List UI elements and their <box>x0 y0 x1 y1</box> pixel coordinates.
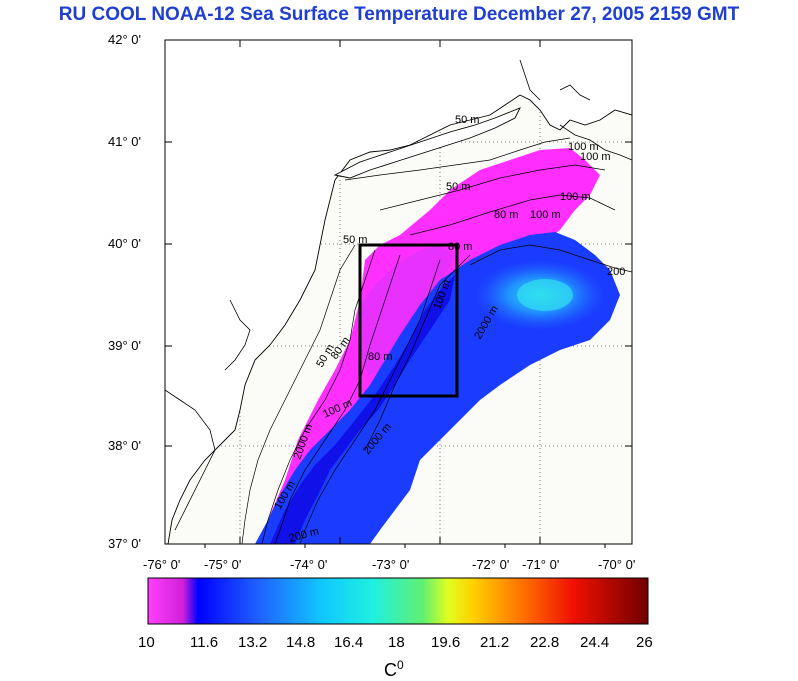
colorbar-tick-label: 18 <box>388 634 405 651</box>
lon-label: -72° 0' <box>472 557 510 572</box>
lon-label: -71° 0' <box>522 557 560 572</box>
colorbar-tick-label: 11.6 <box>190 634 219 651</box>
coastline-detail <box>559 84 591 101</box>
colorbar-tick-label: 13.2 <box>238 634 268 651</box>
colorbar-tick-label: 26 <box>636 634 653 651</box>
colorbar-tick-label: 14.8 <box>286 634 316 651</box>
map-frame <box>164 39 633 545</box>
lat-label: 39° 0' <box>108 338 141 353</box>
long-island <box>333 107 521 179</box>
coastline-detail <box>224 299 251 371</box>
colorbar-tick-label: 16.4 <box>334 634 364 651</box>
map-title: RU COOL NOAA-12 Sea Surface Temperature … <box>58 4 740 25</box>
isobath-label: 50 m <box>343 234 367 246</box>
colorbar-tick-label: 10 <box>138 634 155 651</box>
coastline-detail <box>559 124 632 161</box>
lat-label: 37° 0' <box>108 536 141 551</box>
isobath-label: 50 m <box>446 181 470 193</box>
colorbar-tick-label: 22.8 <box>530 634 560 651</box>
lat-label: 38° 0' <box>108 438 141 453</box>
sst-cold-shelf-water <box>360 245 455 375</box>
isobath-label: 80 m <box>494 209 518 221</box>
lat-label: 42° 0' <box>108 32 141 47</box>
colorbar-tick-label: 24.4 <box>580 634 610 651</box>
axis-ticks <box>165 40 632 548</box>
colorbar-unit: C0 <box>384 658 404 681</box>
lon-label: -76° 0' <box>143 557 181 572</box>
isobath-label: 100 m <box>530 209 561 221</box>
isobath-label: 50 m <box>455 114 479 126</box>
sst-warm-core <box>517 279 573 311</box>
isobath-label: 100 m <box>560 191 591 203</box>
coastline-detail <box>519 59 541 101</box>
lat-label: 41° 0' <box>108 134 141 149</box>
lon-label: -73° 0' <box>372 557 410 572</box>
colorbar-tick-label: 19.6 <box>431 634 461 651</box>
lon-label: -74° 0' <box>290 557 328 572</box>
study-area-box <box>358 243 459 398</box>
isobath-label: 200 <box>607 266 625 278</box>
lon-label: -70° 0' <box>598 557 636 572</box>
lat-label: 40° 0' <box>108 236 141 251</box>
isobath-label: 80 m <box>448 241 472 253</box>
colorbar-tick-label: 21.2 <box>480 634 510 651</box>
isobath-label: 80 m <box>368 351 392 363</box>
isobath-label: 100 m <box>568 141 599 153</box>
isobath-label: 100 m <box>580 151 611 163</box>
colorbar-unit-base: C <box>384 660 397 680</box>
colorbar <box>147 577 649 625</box>
coastline-detail <box>165 389 216 531</box>
isobaths <box>241 137 632 544</box>
colorbar-unit-sup: 0 <box>397 658 404 672</box>
lon-label: -75° 0' <box>204 557 242 572</box>
